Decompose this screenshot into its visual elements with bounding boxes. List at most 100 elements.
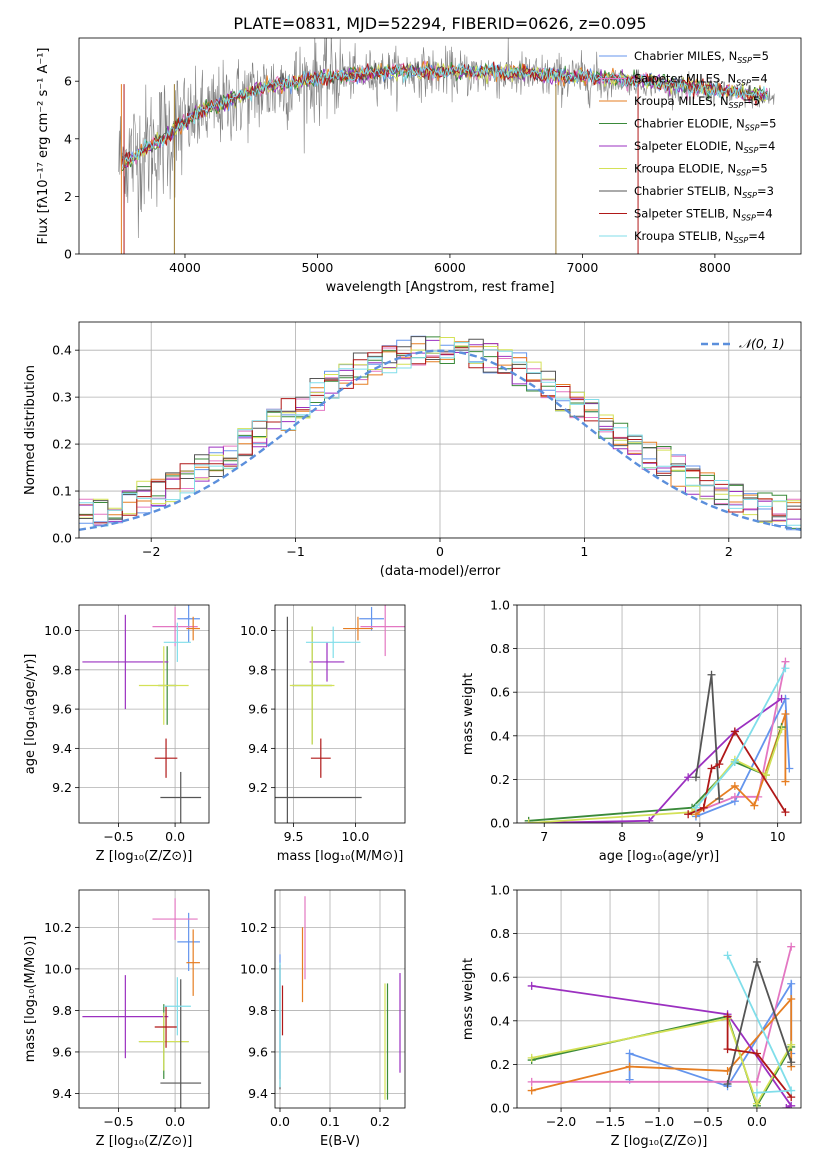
x-tick-label: −1 bbox=[286, 544, 304, 559]
y-tick-label: 0.3 bbox=[52, 390, 72, 405]
y-axis-label: mass weight bbox=[461, 673, 476, 755]
series-point bbox=[707, 764, 716, 773]
model-spectrum-line bbox=[120, 61, 769, 168]
y-tick-label: 9.8 bbox=[248, 1003, 268, 1018]
series-point bbox=[781, 777, 790, 786]
series-point bbox=[752, 1099, 761, 1108]
series-point bbox=[787, 1040, 796, 1049]
y-tick-label: 9.6 bbox=[52, 702, 72, 717]
y-tick-label: 10.0 bbox=[44, 623, 72, 638]
x-tick-label: 10 bbox=[770, 829, 786, 844]
y-tick-label: 10.2 bbox=[44, 920, 72, 935]
series-point bbox=[691, 803, 700, 812]
legend-subscript: SSP bbox=[744, 146, 759, 155]
series-point bbox=[752, 1088, 761, 1097]
y-tick-label: 0.0 bbox=[52, 531, 72, 546]
x-tick-label: −2.0 bbox=[546, 1114, 576, 1129]
legend-text: Chabrier MILES, N bbox=[634, 49, 737, 63]
y-tick-label: 10.0 bbox=[240, 623, 268, 638]
y-tick-label: 9.2 bbox=[52, 780, 72, 795]
axes-frame bbox=[274, 604, 406, 824]
legend-entry: Salpeter STELIB, NSSP=4 bbox=[634, 207, 773, 223]
y-tick-label: 10.2 bbox=[240, 920, 268, 935]
series-point bbox=[645, 816, 654, 823]
x-axis-label: (data-model)/error bbox=[380, 564, 501, 579]
y-tick-label: 1.0 bbox=[490, 883, 510, 898]
series-point bbox=[684, 810, 693, 819]
series-point bbox=[787, 1086, 796, 1095]
legend-subscript: SSP bbox=[745, 124, 760, 133]
series-point bbox=[527, 1086, 536, 1095]
y-tick-label: 0.0 bbox=[490, 1101, 510, 1116]
series-point bbox=[723, 1045, 732, 1054]
x-axis-label: mass [log₁₀(M/M⊙)] bbox=[277, 849, 404, 864]
series-point bbox=[787, 1101, 796, 1108]
legend-entry: Chabrier MILES, NSSP=5 bbox=[634, 49, 769, 65]
y-tick-label: 9.8 bbox=[52, 1003, 72, 1018]
plot-area bbox=[79, 605, 209, 823]
series-point bbox=[787, 995, 796, 1003]
y-tick-label: 4 bbox=[64, 131, 72, 146]
legend-text: Kroupa MILES, N bbox=[634, 94, 729, 108]
x-tick-label: 5000 bbox=[302, 260, 334, 275]
x-tick-label: 0 bbox=[436, 544, 444, 559]
series-point bbox=[625, 1049, 634, 1058]
y-tick-label: 9.4 bbox=[52, 1086, 72, 1101]
histogram-step bbox=[79, 337, 801, 523]
y-axis-label: mass [log₁₀(M/M⊙)] bbox=[23, 936, 38, 1063]
series-point bbox=[524, 819, 533, 823]
legend-subscript: SSP bbox=[737, 56, 752, 65]
y-tick-label: 9.4 bbox=[52, 741, 72, 756]
mass-vs-Z-panel: −0.5 0.0 9.4 9.6 9.8 10.0 10.2 Z [log₁₀(Z/Z⊙)] m… bbox=[23, 889, 210, 1149]
y-tick-label: 0.1 bbox=[52, 484, 72, 499]
series-point bbox=[723, 1012, 732, 1021]
residual-histogram-panel: −2 −1 0 1 2 0.0 0.1 0.2 0.3 0.4 (data-model)/error… bbox=[23, 321, 802, 579]
y-tick-label: 0.6 bbox=[490, 970, 510, 985]
x-tick-label: 9 bbox=[696, 829, 704, 844]
series-point bbox=[730, 727, 739, 736]
legend-value: =5 bbox=[760, 117, 777, 131]
y-tick-label: 0.0 bbox=[490, 816, 510, 831]
axes-frame bbox=[274, 889, 406, 1109]
y-tick-label: 0.4 bbox=[52, 343, 72, 358]
observed-spectrum-line bbox=[118, 38, 775, 239]
x-tick-label: 0.2 bbox=[370, 1114, 390, 1129]
legend-entry: Kroupa ELODIE, NSSP=5 bbox=[634, 162, 768, 178]
plot-area bbox=[517, 890, 801, 1108]
y-tick-label: 0.2 bbox=[490, 772, 510, 787]
series-point bbox=[527, 1077, 536, 1086]
x-tick-label: 0.0 bbox=[270, 1114, 290, 1129]
legend-value: =4 bbox=[758, 139, 775, 153]
x-tick-label: 4000 bbox=[169, 260, 201, 275]
y-tick-label: 9.4 bbox=[248, 1086, 268, 1101]
x-tick-label: −1.0 bbox=[644, 1114, 674, 1129]
histogram-step bbox=[79, 342, 801, 527]
figure-title: PLATE=0831, MJD=52294, FIBERID=0626, z=0… bbox=[233, 14, 646, 33]
series-point bbox=[752, 1049, 761, 1058]
gaussian-reference-line bbox=[79, 349, 801, 531]
weight-vs-age-panel: 7 8 9 10 0.0 0.2 0.4 0.6 0.8 1.0 age [log₁₀(age/yr… bbox=[461, 598, 802, 864]
y-tick-label: 1.0 bbox=[490, 598, 510, 613]
x-tick-label: 2 bbox=[725, 544, 733, 559]
axes-frame bbox=[78, 889, 210, 1109]
legend-value: =5 bbox=[751, 162, 768, 176]
x-tick-label: 7 bbox=[540, 829, 548, 844]
y-tick-label: 9.4 bbox=[248, 741, 268, 756]
axes-frame bbox=[516, 889, 802, 1109]
x-axis-label: Z [log₁₀(Z/Z⊙)] bbox=[96, 1134, 193, 1149]
series-point bbox=[715, 760, 724, 769]
x-tick-label: −0.5 bbox=[103, 1114, 133, 1129]
series-point bbox=[781, 710, 790, 718]
legend-value: =5 bbox=[743, 94, 760, 108]
plot-area bbox=[275, 890, 405, 1108]
legend-subscript: SSP bbox=[729, 101, 744, 110]
legend-subscript: SSP bbox=[734, 236, 749, 245]
y-axis-label: Flux [fλ10⁻¹⁷ erg cm⁻² s⁻¹ A⁻¹] bbox=[36, 48, 51, 245]
y-tick-label: 9.6 bbox=[52, 1044, 72, 1059]
series-point bbox=[752, 957, 761, 966]
model-spectrum-line bbox=[121, 63, 769, 169]
series-point bbox=[750, 801, 759, 810]
y-tick-label: 10.0 bbox=[44, 961, 72, 976]
series-point bbox=[730, 792, 739, 801]
plot-area bbox=[79, 890, 209, 1108]
